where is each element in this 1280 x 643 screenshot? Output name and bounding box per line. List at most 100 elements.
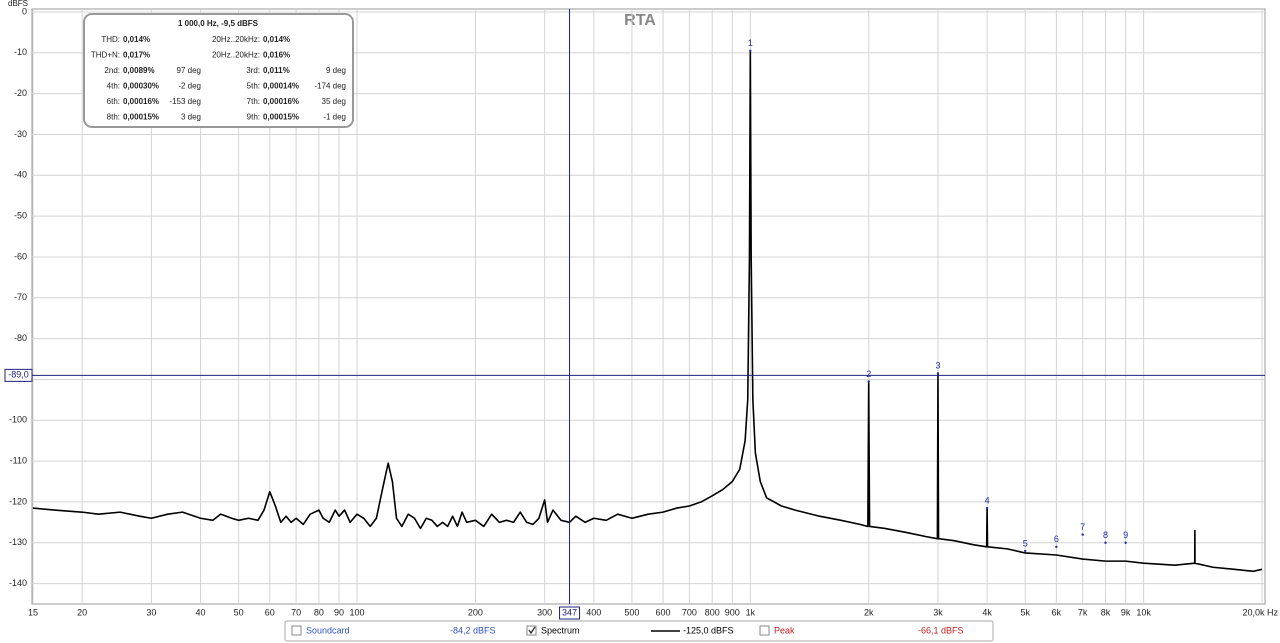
info-phase: -1 deg [323,113,346,122]
x-tick-label: 10k [1136,607,1151,617]
harmonic-marker [1024,549,1027,553]
checkmark [528,626,536,635]
legend-label: Spectrum [541,625,580,635]
harmonic-label: 1 [748,38,753,48]
x-tick-label: 9k [1121,607,1131,617]
x-tick-label: 500 [624,607,639,617]
legend-frame [284,620,994,642]
harmonic-label: 8 [1103,530,1108,540]
harmonic-label: 5 [1023,538,1028,548]
x-tick-label: 5k [1020,607,1030,617]
harmonic-label: 3 [935,361,940,371]
harmonic-marker [1081,533,1084,536]
y-tick-label: -120 [9,496,27,506]
info-phase: -2 deg [178,82,201,91]
x-tick-label: 900 [725,607,740,617]
harmonic-label: 6 [1054,534,1059,544]
info-label: 3rd: [246,66,260,75]
y-tick-label: -40 [14,170,27,180]
legend-label: Peak [774,625,795,635]
x-tick-label: 50 [234,607,244,617]
y-tick-label: -30 [14,129,27,139]
y-tick-label: -50 [14,211,27,221]
info-value: 0,016% [263,51,290,60]
info-label: 20Hz..20kHz: [212,51,260,60]
info-value: 0,00015% [123,113,159,122]
harmonic-label: 2 [866,369,871,379]
y-tick-label: -20 [14,88,27,98]
harmonic-marker [1104,541,1107,544]
y-tick-label: -80 [14,333,27,343]
info-label: 4th: [107,82,120,91]
legend-checkbox[interactable] [759,625,770,636]
x-tick-label: 200 [468,607,483,617]
x-tick-label: 20 [77,607,87,617]
x-tick-label: 20,0k Hz [1242,607,1278,617]
info-label: 8th: [107,113,120,122]
y-tick-label: -100 [9,415,27,425]
harmonic-marker [985,506,989,510]
x-tick-label: 600 [656,607,671,617]
x-tick-label: 300 [537,607,552,617]
y-tick-label: -140 [9,578,27,588]
info-value: 0,00030% [123,82,159,91]
x-tick-label: 6k [1052,607,1062,617]
cursor-y-box [4,368,33,382]
y-tick-label: -10 [14,47,27,57]
info-phase: -174 deg [314,82,346,91]
x-tick-label: 30 [146,607,156,617]
x-tick-label: 4k [982,607,992,617]
info-label: 7th: [247,97,260,106]
y-tick-label: 0 [22,6,27,16]
harmonic-label: 4 [985,495,990,505]
y-tick-label: -70 [14,292,27,302]
y-tick-label: -130 [9,537,27,547]
x-tick-label: 7k [1078,607,1088,617]
info-value: 0,017% [123,51,150,60]
info-value: 0,00014% [263,82,299,91]
harmonic-label: 9 [1123,530,1128,540]
legend-label: Soundcard [306,625,350,635]
cursor-y-label: -89,0 [8,370,29,380]
harmonic-marker [867,380,870,383]
x-tick-label: 400 [586,607,601,617]
x-tick-label: 100 [350,607,365,617]
info-label: 5th: [247,82,260,91]
info-value: 0,014% [123,35,150,44]
info-phase: 9 deg [326,66,346,75]
info-box-frame [83,13,354,128]
x-tick-label: 70 [291,607,301,617]
x-tick-label: 60 [265,607,275,617]
x-tick-label: 1k [746,607,756,617]
legend-checkbox[interactable] [291,625,302,636]
info-phase: -153 deg [169,97,201,106]
harmonic-label: 7 [1080,522,1085,532]
info-phase: 97 deg [177,66,201,75]
x-tick-label: 80 [314,607,324,617]
x-tick-label: 700 [682,607,697,617]
info-label: 9th: [247,113,260,122]
info-value: 0,011% [263,66,290,75]
y-axis-label: dBFS [8,0,28,8]
info-label: 20Hz..20kHz: [212,35,260,44]
info-value: 0,00015% [263,113,299,122]
harmonic-marker [1124,541,1127,544]
cursor-x-label: 347 [562,607,577,617]
info-value: 0,014% [263,35,290,44]
x-tick-label: 90 [334,607,344,617]
legend-reading: -66,1 dBFS [918,625,964,635]
legend-checkbox[interactable] [526,625,537,636]
harmonic-marker [749,49,752,52]
info-label: 6th: [107,97,120,106]
x-tick-label: 8k [1101,607,1111,617]
info-value: 0,0089% [123,66,155,75]
legend-reading: -84,2 dBFS [450,625,496,635]
legend-reading: -125,0 dBFS [683,625,734,635]
harmonic-marker [936,372,940,375]
info-value: 0,00016% [123,97,159,106]
info-label: 2nd: [104,66,120,75]
info-phase: 35 deg [322,97,346,106]
y-tick-label: -110 [10,455,27,465]
